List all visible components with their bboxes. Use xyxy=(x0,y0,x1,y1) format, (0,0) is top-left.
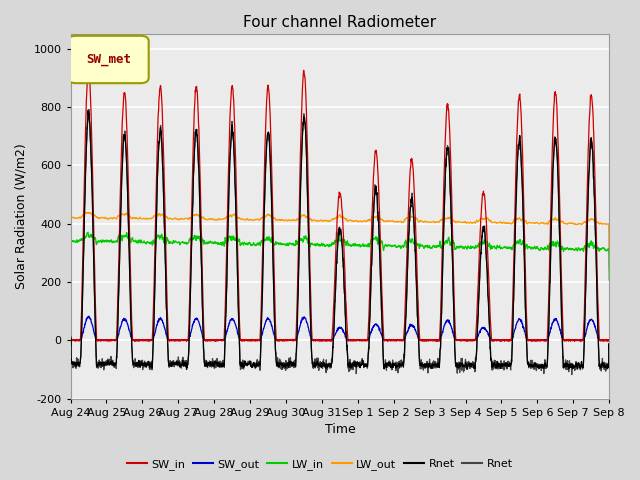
FancyBboxPatch shape xyxy=(68,36,148,83)
X-axis label: Time: Time xyxy=(324,423,355,436)
Legend: SW_in, SW_out, LW_in, LW_out, Rnet, Rnet: SW_in, SW_out, LW_in, LW_out, Rnet, Rnet xyxy=(122,455,518,474)
Text: SW_met: SW_met xyxy=(86,53,131,66)
Title: Four channel Radiometer: Four channel Radiometer xyxy=(243,15,436,30)
Y-axis label: Solar Radiation (W/m2): Solar Radiation (W/m2) xyxy=(15,144,28,289)
